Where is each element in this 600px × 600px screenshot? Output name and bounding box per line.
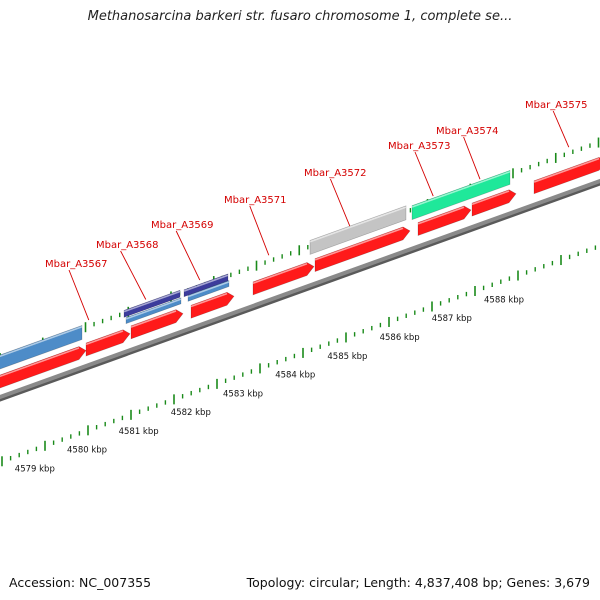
gene-cds-3[interactable]: [130, 309, 184, 340]
gene-feature-e[interactable]: [411, 169, 511, 221]
gene-cds-8[interactable]: [471, 189, 517, 217]
gene-label[interactable]: Mbar_A3567: [45, 259, 108, 270]
leader-line: [329, 178, 351, 227]
scale-label: 4588 kbp: [484, 295, 524, 305]
leader-line: [414, 151, 434, 197]
gene-cds-4-highlight: [190, 292, 228, 308]
gene-cds-2[interactable]: [85, 329, 131, 357]
gene-label[interactable]: Mbar_A3575: [525, 100, 588, 111]
gene-label[interactable]: Mbar_A3574: [436, 126, 499, 137]
gene-cds-1-highlight: [0, 347, 80, 378]
leader-line: [68, 269, 90, 321]
gene-cds-6[interactable]: [314, 226, 411, 273]
gene-feature-d[interactable]: [309, 205, 407, 255]
gene-label[interactable]: Mbar_A3572: [304, 168, 367, 179]
scale-labels: 4579 kbp 4580 kbp 4581 kbp 4582 kbp 4583 kbp…: [15, 295, 524, 474]
gene-feature-d-highlight: [309, 206, 407, 243]
gene-label[interactable]: Mbar_A3569: [151, 220, 214, 231]
map-title: Methanosarcina barkeri str. fusaro chrom…: [87, 9, 513, 24]
gene-label[interactable]: Mbar_A3568: [96, 240, 159, 251]
scale-label: 4586 kbp: [380, 333, 420, 343]
gene-cds-8-highlight: [471, 190, 510, 206]
gene-label[interactable]: Mbar_A3573: [388, 141, 451, 152]
gene-cds-7[interactable]: [417, 205, 472, 236]
gene-cds-4[interactable]: [190, 291, 235, 319]
gene-feature-c-highlight: [183, 274, 229, 292]
accession-text: Accession: NC_007355: [9, 575, 152, 590]
scale-label: 4579 kbp: [15, 464, 55, 474]
scale-label: 4585 kbp: [327, 352, 367, 362]
gene-labels[interactable]: Mbar_A3567 Mbar_A3568 Mbar_A3569 Mbar_A3571…: [45, 100, 588, 270]
leader-line: [552, 110, 570, 148]
gene-cds-5-highlight: [252, 263, 308, 284]
gene-features[interactable]: [0, 157, 600, 390]
gene-feature-e-highlight: [411, 170, 511, 208]
gene-feature-a[interactable]: [0, 325, 83, 371]
scale-label: 4587 kbp: [432, 314, 472, 324]
scale-label: 4580 kbp: [67, 446, 107, 456]
chromosome-backbone: [0, 178, 600, 402]
gene-feature-c2-highlight: [187, 281, 230, 298]
scale-label: 4584 kbp: [275, 371, 315, 381]
gene-cds-7-highlight: [417, 206, 465, 225]
leader-line: [175, 230, 201, 281]
gene-cds-1[interactable]: [0, 346, 87, 391]
gene-cds-6-highlight: [314, 227, 404, 261]
gene-cds-3-highlight: [130, 310, 177, 328]
label-leader-lines: [68, 110, 570, 321]
backbone-line: [0, 178, 600, 400]
gene-cds-9[interactable]: [533, 157, 600, 195]
scale-label: 4582 kbp: [171, 408, 211, 418]
scale-label: 4583 kbp: [223, 389, 263, 399]
leader-line: [463, 136, 481, 180]
lower-tick-track: [1, 245, 597, 467]
gene-label[interactable]: Mbar_A3571: [224, 195, 287, 206]
gene-cds-2-highlight: [85, 330, 124, 346]
gene-cds-5[interactable]: [252, 262, 315, 296]
scale-label: 4581 kbp: [119, 427, 159, 437]
leader-line: [249, 205, 270, 256]
gene-feature-a-highlight: [0, 326, 83, 358]
gene-feature-b2-highlight: [125, 298, 182, 320]
genome-stats-text: Topology: circular; Length: 4,837,408 bp…: [246, 575, 590, 590]
gene-feature-b-highlight: [123, 290, 181, 313]
leader-line: [120, 250, 147, 300]
gene-cds-9-highlight: [533, 157, 600, 183]
